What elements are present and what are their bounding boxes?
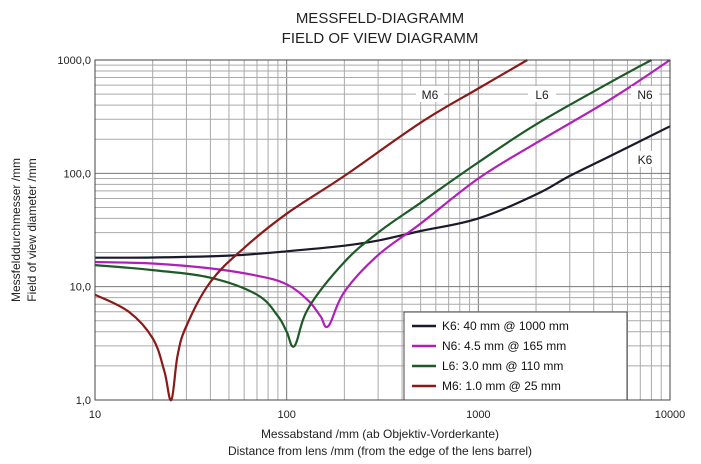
y-tick-label: 100,0 [63,168,91,180]
legend: K6: 40 mm @ 1000 mm N6: 4.5 mm @ 165 mm L6… [403,311,628,401]
y-tick-label: 10,0 [70,282,91,294]
x-tick-label: 1000 [466,409,490,421]
x-tick-label: 10000 [655,409,686,421]
series-line-m6 [94,59,528,402]
chart-subtitle: FIELD OF VIEW DIAGRAMM [282,30,479,47]
legend-entry: L6: 3.0 mm @ 110 mm [442,359,563,373]
curve-label-bg [416,86,444,102]
curve-label-bg [528,86,556,102]
x-axis-label-english: Distance from lens /mm (from the edge of… [228,444,532,458]
chart-title: MESSFELD-DIAGRAMM [296,10,464,27]
curve-label-bg [631,86,659,102]
legend-entry: M6: 1.0 mm @ 25 mm [442,379,561,393]
axis-ticks: 10 100 1000 10000 1,0 10,0 100,0 1000,0 [57,55,685,421]
y-axis-label: Messfelddurchmesser /mm [9,158,23,302]
curve-label-k6: K6 [638,153,653,167]
curve-label-bg [631,151,659,167]
plot-frame [94,59,671,401]
plot-curves [94,59,671,402]
y-axis-label-english: Field of view diameter /mm [25,158,39,301]
legend-entry: K6: 40 mm @ 1000 mm [442,319,569,333]
curve-label-m6: M6 [422,88,439,102]
series-line-n6 [94,59,671,329]
series-line-l6 [94,59,652,348]
curve-label-l6: L6 [535,88,549,102]
x-tick-label: 10 [89,409,101,421]
curve-labels: K6 N6 L6 M6 [416,86,659,167]
x-axis-label: Messabstand /mm (ab Objektiv-Vorderkante… [261,427,499,441]
series-line-k6 [94,125,671,259]
curve-label-n6: N6 [637,88,653,102]
y-tick-label: 1000,0 [57,55,91,67]
legend-box [403,311,628,401]
y-tick-label: 1,0 [76,395,91,407]
legend-entry: N6: 4.5 mm @ 165 mm [442,339,566,353]
x-tick-label: 100 [277,409,295,421]
